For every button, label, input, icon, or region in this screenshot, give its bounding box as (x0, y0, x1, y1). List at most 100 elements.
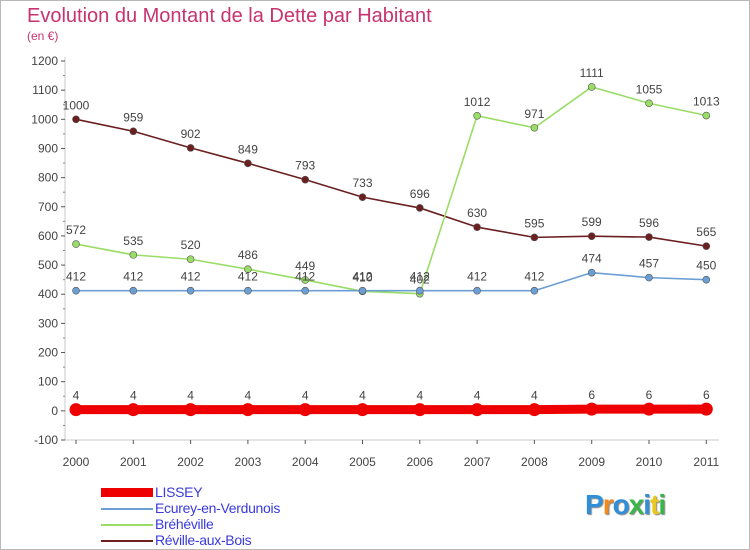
data-point-ecurey-en-verdunois (645, 273, 653, 282)
y-tick-label: 1100 (32, 83, 58, 97)
data-label-ecurey-en-verdunois: 474 (582, 252, 602, 266)
chart-unit-label: (en €) (27, 29, 59, 43)
data-label-breheville: 1012 (464, 95, 491, 109)
data-point-breheville (244, 265, 252, 273)
legend-item-reville: Réville-aux-Bois (101, 532, 401, 549)
data-point-breheville (473, 112, 481, 120)
data-point-reville-aux-bois (530, 233, 539, 242)
data-label-breheville: 1055 (636, 82, 663, 96)
y-tick-label: 900 (38, 141, 58, 155)
data-point-breheville (301, 276, 310, 284)
data-point-reville-aux-bois (587, 232, 596, 241)
data-label-ecurey-en-verdunois: 412 (410, 270, 430, 284)
y-tick-label: 500 (38, 258, 58, 272)
legend-item-breheville: Bréhéville (101, 516, 401, 533)
data-point-reville-aux-bois (645, 233, 653, 241)
data-label-breheville: 402 (410, 273, 430, 287)
legend-label-lissey: LISSEY (155, 484, 203, 500)
data-label-breheville: 535 (123, 234, 143, 248)
y-tick-label: 100 (38, 375, 58, 389)
data-point-lissey (184, 403, 198, 417)
data-point-lissey (470, 403, 484, 417)
data-point-ecurey-en-verdunois (72, 286, 80, 295)
logo-letter: i (643, 489, 651, 520)
legend: LISSEY Ecurey-en-Verdunois Bréhéville Ré… (101, 484, 401, 549)
data-label-ecurey-en-verdunois: 412 (66, 270, 86, 284)
data-label-reville-aux-bois: 596 (639, 216, 659, 230)
data-point-breheville (72, 240, 80, 248)
y-tick-label: 300 (38, 316, 58, 330)
data-label-reville-aux-bois: 959 (123, 110, 143, 124)
y-tick-label: 700 (38, 200, 58, 214)
x-tick-label: 2000 (63, 455, 90, 469)
x-tick-label: 2006 (406, 455, 433, 469)
logo-letter: x (628, 489, 645, 520)
data-point-reville-aux-bois (129, 127, 138, 136)
data-point-lissey (642, 402, 656, 416)
data-point-lissey (241, 403, 255, 417)
data-label-lissey: 4 (187, 389, 194, 403)
data-point-ecurey-en-verdunois (244, 286, 252, 295)
data-label-ecurey-en-verdunois: 412 (295, 270, 315, 284)
data-point-reville-aux-bois (186, 144, 195, 152)
data-point-ecurey-en-verdunois (587, 268, 596, 277)
y-tick-label: 0 (51, 404, 58, 418)
legend-swatch-ecurey (101, 508, 153, 510)
data-point-reville-aux-bois (244, 159, 252, 168)
data-point-breheville (645, 99, 653, 108)
data-label-lissey: 4 (73, 389, 80, 403)
data-label-breheville: 1111 (580, 66, 604, 80)
data-point-breheville (587, 83, 596, 91)
data-label-ecurey-en-verdunois: 412 (238, 270, 258, 284)
y-tick-label: 200 (38, 346, 58, 360)
data-label-ecurey-en-verdunois: 412 (352, 270, 372, 284)
series-line-breheville (75, 86, 707, 295)
x-tick-label: 2007 (464, 455, 491, 469)
chart-title: Evolution du Montant de la Dette par Hab… (27, 5, 432, 27)
proxiti-logo: Proxiti (585, 489, 666, 521)
legend-label-breheville: Bréhéville (155, 516, 214, 532)
data-label-ecurey-en-verdunois: 457 (639, 257, 659, 271)
data-point-reville-aux-bois (358, 193, 367, 201)
data-label-breheville: 486 (238, 248, 258, 262)
legend-label-reville: Réville-aux-Bois (155, 532, 252, 548)
data-point-reville-aux-bois (702, 242, 711, 250)
y-tick-label: 1000 (31, 112, 58, 126)
x-tick-label: 2004 (292, 455, 319, 469)
data-label-lissey: 6 (703, 388, 710, 402)
data-label-lissey: 4 (359, 389, 366, 403)
legend-label-ecurey: Ecurey-en-Verdunois (155, 500, 281, 516)
data-point-breheville (530, 123, 539, 132)
data-label-lissey: 4 (474, 389, 481, 403)
data-label-ecurey-en-verdunois: 412 (524, 270, 544, 284)
data-point-reville-aux-bois (301, 175, 310, 184)
data-label-reville-aux-bois: 902 (181, 127, 201, 141)
data-point-lissey (413, 403, 427, 417)
data-label-reville-aux-bois: 595 (524, 216, 544, 230)
logo-letter: r (602, 489, 614, 520)
x-tick-label: 2010 (636, 455, 663, 469)
data-label-reville-aux-bois: 1000 (63, 98, 90, 112)
logo-letter: i (658, 489, 666, 520)
x-tick-label: 2011 (693, 455, 719, 469)
legend-item-lissey: LISSEY (101, 484, 401, 501)
data-label-ecurey-en-verdunois: 412 (123, 270, 143, 284)
data-label-lissey: 6 (646, 388, 653, 402)
data-point-ecurey-en-verdunois (358, 286, 367, 295)
data-label-reville-aux-bois: 696 (410, 187, 430, 201)
logo-letter: P (585, 489, 604, 520)
data-label-lissey: 4 (302, 389, 309, 403)
x-tick-label: 2001 (120, 455, 147, 469)
data-point-lissey (298, 403, 312, 417)
data-point-reville-aux-bois (72, 115, 80, 124)
legend-swatch-reville (101, 540, 153, 542)
data-point-reville-aux-bois (415, 204, 424, 212)
data-point-ecurey-en-verdunois (129, 286, 138, 295)
data-point-lissey (585, 402, 599, 416)
y-tick-label: 600 (38, 229, 58, 243)
data-point-ecurey-en-verdunois (415, 286, 424, 295)
data-point-reville-aux-bois (473, 223, 481, 231)
data-label-breheville: 449 (295, 259, 315, 273)
data-label-reville-aux-bois: 630 (467, 206, 487, 220)
y-tick-label: 400 (38, 287, 58, 301)
